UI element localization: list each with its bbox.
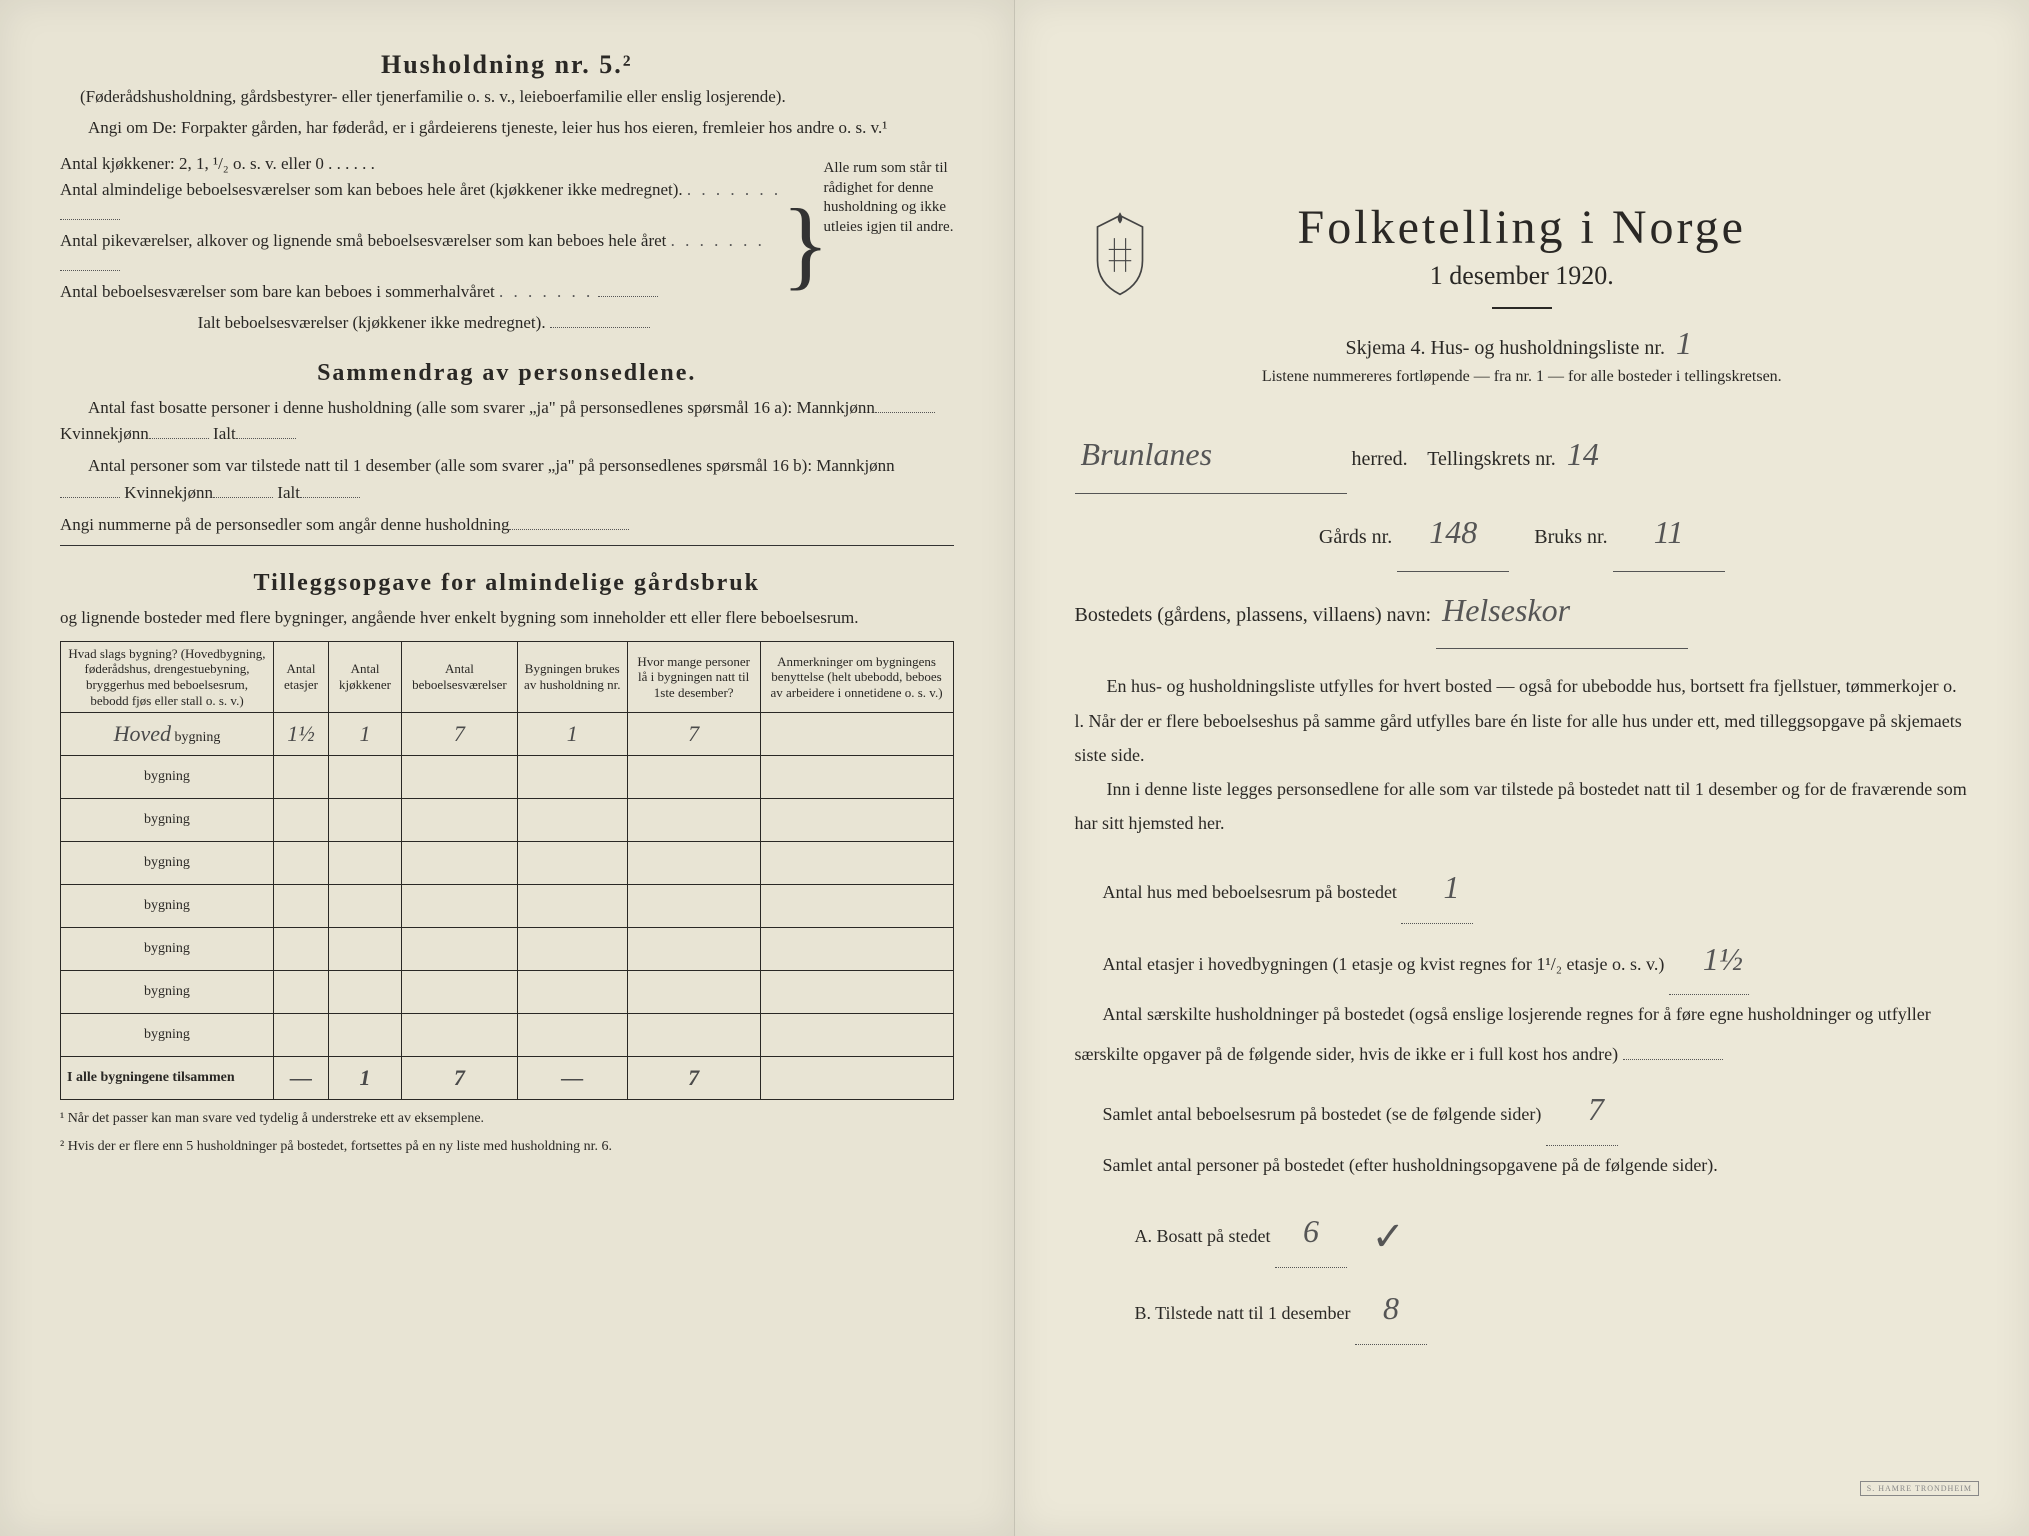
th-4: Bygningen brukes av husholdning nr. <box>517 641 627 712</box>
table-header-row: Hvad slags bygning? (Hovedbygning, føder… <box>61 641 954 712</box>
kitchen-block: Antal kjøkkener: 2, 1, ¹/₂ o. s. v. elle… <box>60 151 954 336</box>
table-row: bygning <box>61 842 954 885</box>
census-title: Folketelling i Norge <box>1075 200 1970 255</box>
th-6: Anmerkninger om bygningens benyttelse (h… <box>760 641 953 712</box>
census-subtitle: 1 desember 1920. <box>1075 261 1970 291</box>
table-row: bygning <box>61 971 954 1014</box>
left-page: Husholdning nr. 5.² (Føderådshusholdning… <box>0 0 1015 1536</box>
brace-icon: } <box>798 151 814 336</box>
q1-ans: 1 <box>1401 852 1473 923</box>
th-0: Hvad slags bygning? (Hovedbygning, føder… <box>61 641 274 712</box>
r1c1: 1½ <box>274 713 329 756</box>
bruk-value: 11 <box>1613 494 1725 572</box>
th-2: Antal kjøkkener <box>329 641 402 712</box>
kitchen-left: Antal kjøkkener: 2, 1, ¹/₂ o. s. v. elle… <box>60 151 788 336</box>
list-note: Listene nummereres fortløpende — fra nr.… <box>1075 368 1970 386</box>
q2-ans: 1½ <box>1669 924 1749 995</box>
table-row: bygning <box>61 885 954 928</box>
tc3: 7 <box>402 1057 518 1100</box>
table-row: bygning <box>61 756 954 799</box>
th-5: Hvor mange personer lå i bygningen natt … <box>627 641 760 712</box>
skjema-line: Skjema 4. Hus- og husholdningsliste nr. … <box>1075 325 1970 362</box>
angi-num: Angi nummerne på de personsedler som ang… <box>60 512 954 545</box>
footnote-1: ¹ Når det passer kan man svare ved tydel… <box>60 1110 954 1128</box>
samm-p1: Antal fast bosatte personer i denne hush… <box>60 395 954 448</box>
room-line-1: Antal almindelige beboelsesværelser som … <box>60 177 788 228</box>
qA: A. Bosatt på stedet 6 ✓ <box>1135 1185 1970 1273</box>
table-row: bygning <box>61 1014 954 1057</box>
tc4: — <box>517 1057 627 1100</box>
document-spread: Husholdning nr. 5.² (Føderådshusholdning… <box>0 0 2029 1536</box>
check-icon: ✓ <box>1371 1193 1405 1281</box>
bosted-value: Helseskor <box>1436 572 1688 650</box>
th-3: Antal beboelsesværelser <box>402 641 518 712</box>
table-row: Hoved bygning 1½ 1 7 1 7 <box>61 713 954 756</box>
table-total-row: I alle bygningene tilsammen — 1 7 — 7 <box>61 1057 954 1100</box>
bosted-line: Bostedets (gårdens, plassens, villaens) … <box>1075 572 1970 650</box>
angi-paragraph: Angi om De: Forpakter gården, har føderå… <box>60 115 954 141</box>
q3: Antal særskilte husholdninger på bostede… <box>1075 995 1970 1074</box>
row1-label: Hoved bygning <box>61 713 274 756</box>
qA-ans: 6 <box>1275 1196 1347 1267</box>
r1c6 <box>760 713 953 756</box>
body-text: En hus- og husholdningsliste utfylles fo… <box>1075 669 1970 840</box>
r1c4: 1 <box>517 713 627 756</box>
room-line-2: Antal pikeværelser, alkover og lignende … <box>60 228 788 279</box>
printer-stamp: S. HAMRE TRONDHEIM <box>1860 1481 1979 1496</box>
brace-text: Alle rum som står til rådighet for denne… <box>824 151 954 336</box>
right-page: Folketelling i Norge 1 desember 1920. Sk… <box>1015 0 2029 1536</box>
q5: Samlet antal personer på bostedet (efter… <box>1075 1146 1970 1186</box>
th-1: Antal etasjer <box>274 641 329 712</box>
ialt-line: Ialt beboelsesværelser (kjøkkener ikke m… <box>60 310 788 336</box>
gard-line: Gårds nr. 148 Bruks nr. 11 <box>1075 494 1970 572</box>
tkrets-value: 14 <box>1561 436 1605 472</box>
sammendrag-title: Sammendrag av personsedlene. <box>60 360 954 387</box>
question-list: Antal hus med beboelsesrum på bostedet 1… <box>1075 852 1970 1344</box>
gard-value: 148 <box>1397 494 1509 572</box>
tc2: 1 <box>329 1057 402 1100</box>
kitchen-header: Antal kjøkkener: 2, 1, ¹/₂ o. s. v. elle… <box>60 151 788 177</box>
footnote-2: ² Hvis der er flere enn 5 husholdninger … <box>60 1138 954 1156</box>
r1c5: 7 <box>627 713 760 756</box>
tc1: — <box>274 1057 329 1100</box>
header-fields: Brunlanes herred. Tellingskrets nr. 14 G… <box>1075 416 1970 649</box>
room-line-3: Antal beboelsesværelser som bare kan beb… <box>60 279 788 305</box>
skjema-nr: 1 <box>1670 325 1698 361</box>
bygning-table: Hvad slags bygning? (Hovedbygning, føder… <box>60 641 954 1100</box>
q1: Antal hus med beboelsesrum på bostedet 1 <box>1075 852 1970 923</box>
r1c3: 7 <box>402 713 518 756</box>
table-row: bygning <box>61 928 954 971</box>
q4: Samlet antal beboelsesrum på bostedet (s… <box>1075 1074 1970 1145</box>
tc6 <box>760 1057 953 1100</box>
household-subtitle: (Føderådshusholdning, gårdsbestyrer- ell… <box>80 86 934 109</box>
table-row: bygning <box>61 799 954 842</box>
qB-ans: 8 <box>1355 1273 1427 1344</box>
samm-p2: Antal personer som var tilstede natt til… <box>60 453 954 506</box>
r1c2: 1 <box>329 713 402 756</box>
body-p2: Inn i denne liste legges personsedlene f… <box>1075 772 1970 840</box>
crest-icon <box>1085 210 1155 300</box>
divider <box>1492 307 1552 309</box>
q2: Antal etasjer i hovedbygningen (1 etasje… <box>1075 924 1970 995</box>
tillegg-title: Tilleggsopgave for almindelige gårdsbruk <box>60 570 954 597</box>
herred-value: Brunlanes <box>1075 416 1347 494</box>
tc5: 7 <box>627 1057 760 1100</box>
household-title: Husholdning nr. 5.² <box>60 50 954 80</box>
herred-line: Brunlanes herred. Tellingskrets nr. 14 <box>1075 416 1970 494</box>
q4-ans: 7 <box>1546 1074 1618 1145</box>
body-p1: En hus- og husholdningsliste utfylles fo… <box>1075 669 1970 772</box>
qB: B. Tilstede natt til 1 desember 8 <box>1135 1273 1970 1344</box>
total-label: I alle bygningene tilsammen <box>61 1057 274 1100</box>
tillegg-sub: og lignende bosteder med flere bygninger… <box>60 605 954 631</box>
